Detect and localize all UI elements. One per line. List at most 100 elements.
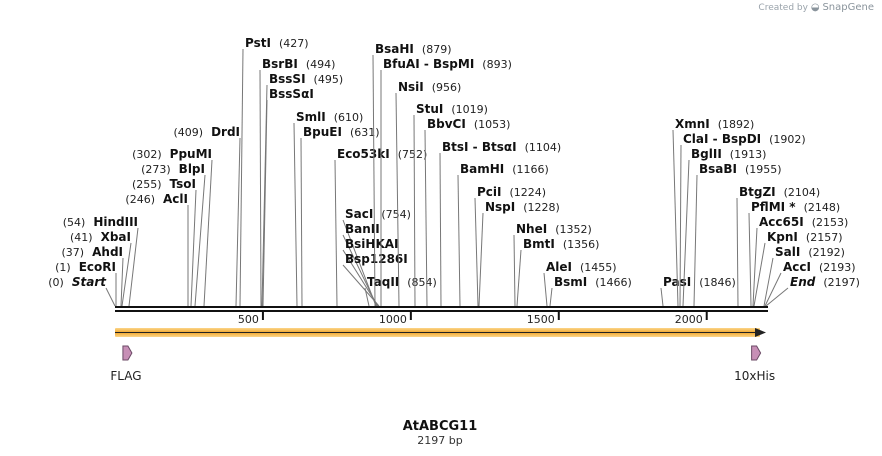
site-pflmi[interactable]: PflMI * (2148)	[748, 200, 841, 307]
site-stui[interactable]: StuI (1019)	[413, 102, 488, 307]
snapgene-branding: Created by ◒ SnapGene	[758, 2, 874, 13]
site-kpni[interactable]: KpnI (2157)	[753, 230, 842, 307]
site-position: (1356)	[563, 238, 600, 251]
site-connector	[128, 227, 139, 307]
site-bglii[interactable]: BglII (1913)	[682, 147, 766, 307]
site-connector	[439, 152, 442, 307]
site-eco53ki[interactable]: Eco53kI (752)	[334, 147, 428, 307]
site-label: BglII	[691, 147, 722, 161]
site-label: HindIII	[93, 215, 138, 229]
site-end[interactable]: End (2197)	[765, 275, 860, 307]
site-position: (610)	[334, 111, 364, 124]
site-acli[interactable]: AclI (246)	[125, 192, 189, 306]
site-position: (41)	[70, 231, 93, 244]
site-bbvci[interactable]: BbvCI (1053)	[424, 117, 510, 307]
ruler-tick-label: 1000	[379, 313, 407, 326]
site-bsihkai[interactable]: BsiHKAI	[342, 237, 399, 307]
site-connector	[203, 159, 213, 307]
site-tsoi[interactable]: TsoI (255)	[132, 177, 197, 307]
site-label: TaqII	[367, 275, 399, 289]
site-position: (427)	[279, 37, 309, 50]
site-bpuei[interactable]: BpuEI (631)	[300, 125, 380, 307]
site-alei[interactable]: AleI (1455)	[543, 260, 617, 307]
site-position: (494)	[306, 58, 336, 71]
ruler-tick-label: 2000	[675, 313, 703, 326]
site-sali[interactable]: SalI (2192)	[763, 245, 845, 307]
site-position: (409)	[173, 126, 203, 139]
site-position: (956)	[432, 81, 462, 94]
site-acc65i[interactable]: Acc65I (2153)	[752, 215, 848, 307]
site-connector	[424, 129, 428, 307]
site-start[interactable]: Start (0)	[48, 275, 116, 307]
site-ecori[interactable]: EcoRI (1)	[55, 260, 117, 306]
site-label: XbaI	[101, 230, 131, 244]
site-bmti[interactable]: BmtI (1356)	[516, 237, 600, 307]
site-connector	[413, 114, 416, 307]
site-connector	[235, 137, 241, 307]
site-bsss-i[interactable]: BssSαI	[262, 87, 314, 307]
site-bfuai[interactable]: BfuAI - BspMI (893)	[380, 57, 512, 306]
orf-arrow[interactable]	[115, 328, 766, 337]
site-label: PciI	[477, 185, 502, 199]
site-connector	[693, 174, 698, 307]
site-position: (1166)	[512, 163, 549, 176]
site-pcii[interactable]: PciI (1224)	[474, 185, 547, 307]
site-btsi[interactable]: BtsI - BtsαI (1104)	[439, 140, 562, 307]
site-xbai[interactable]: XbaI (41)	[70, 230, 132, 307]
site-bsrbi[interactable]: BsrBI (494)	[259, 57, 336, 307]
site-label: End	[790, 275, 816, 289]
site-label: SacI	[345, 207, 373, 221]
site-xmni[interactable]: XmnI (1892)	[672, 117, 754, 307]
snapgene-name: SnapGene	[822, 2, 874, 13]
site-position: (54)	[63, 216, 86, 229]
site-taqii[interactable]: TaqII (854)	[364, 275, 437, 307]
site-nsii[interactable]: NsiI (956)	[395, 80, 462, 307]
site-connector	[342, 234, 378, 307]
site-label: BamHI	[460, 162, 504, 176]
site-position: (1104)	[525, 141, 562, 154]
site-ahdi[interactable]: AhdI (37)	[62, 245, 124, 307]
site-connector	[765, 287, 789, 307]
site-label: NspI	[485, 200, 515, 214]
site-drdi[interactable]: DrdI (409)	[173, 125, 241, 307]
site-bamhi[interactable]: BamHI (1166)	[457, 162, 549, 307]
site-label: Start	[72, 275, 107, 289]
site-smli[interactable]: SmlI (610)	[293, 110, 364, 307]
site-bsssi[interactable]: BssSI (495)	[261, 72, 343, 307]
site-connector	[259, 69, 262, 307]
site-label: PpuMI	[170, 147, 212, 161]
site-psti[interactable]: PstI (427)	[239, 36, 309, 307]
site-label: BfuAI - BspMI	[383, 57, 474, 71]
site-hindiii[interactable]: HindIII (54)	[63, 215, 139, 307]
site-saci[interactable]: SacI (754)	[342, 207, 411, 307]
site-connector	[334, 159, 338, 307]
site-label: DrdI	[211, 125, 240, 139]
site-nhei[interactable]: NheI (1352)	[513, 222, 592, 307]
site-bsmi[interactable]: BsmI (1466)	[549, 275, 632, 307]
site-acci[interactable]: AccI (2193)	[764, 260, 856, 307]
site-label: PstI	[245, 36, 271, 50]
site-bsp1286i[interactable]: Bsp1286I	[342, 252, 408, 307]
site-banii[interactable]: BanII	[342, 222, 380, 307]
site-pasi[interactable]: PasI(1846)	[660, 275, 736, 307]
feature-arrow	[751, 345, 762, 361]
site-nspi[interactable]: NspI (1228)	[478, 200, 560, 307]
site-clai[interactable]: ClaI - BspDI (1902)	[679, 132, 806, 307]
site-position: (1224)	[510, 186, 547, 199]
restriction-sites: Start (0) EcoRI (1) AhdI (37) XbaI (41)HindIII (…	[48, 36, 860, 307]
site-bsahi[interactable]: BsaHI (879)	[372, 42, 452, 307]
site-position: (2148)	[804, 201, 841, 214]
site-label: ClaI - BspDI	[683, 132, 761, 146]
site-position: (854)	[407, 276, 437, 289]
site-blpi[interactable]: BlpI (273)	[141, 162, 206, 307]
feature-flag[interactable]: FLAG	[110, 345, 142, 383]
site-position: (752)	[398, 148, 428, 161]
site-bsabi[interactable]: BsaBI (1955)	[693, 162, 782, 307]
feature-10xhis[interactable]: 10xHis	[734, 345, 775, 383]
site-label: AleI	[546, 260, 572, 274]
site-ppumi[interactable]: PpuMI (302)	[132, 147, 213, 307]
site-btgzi[interactable]: BtgZI (2104)	[736, 185, 820, 307]
ruler-tick-1500: 1500	[527, 312, 560, 326]
site-label: SalI	[775, 245, 800, 259]
